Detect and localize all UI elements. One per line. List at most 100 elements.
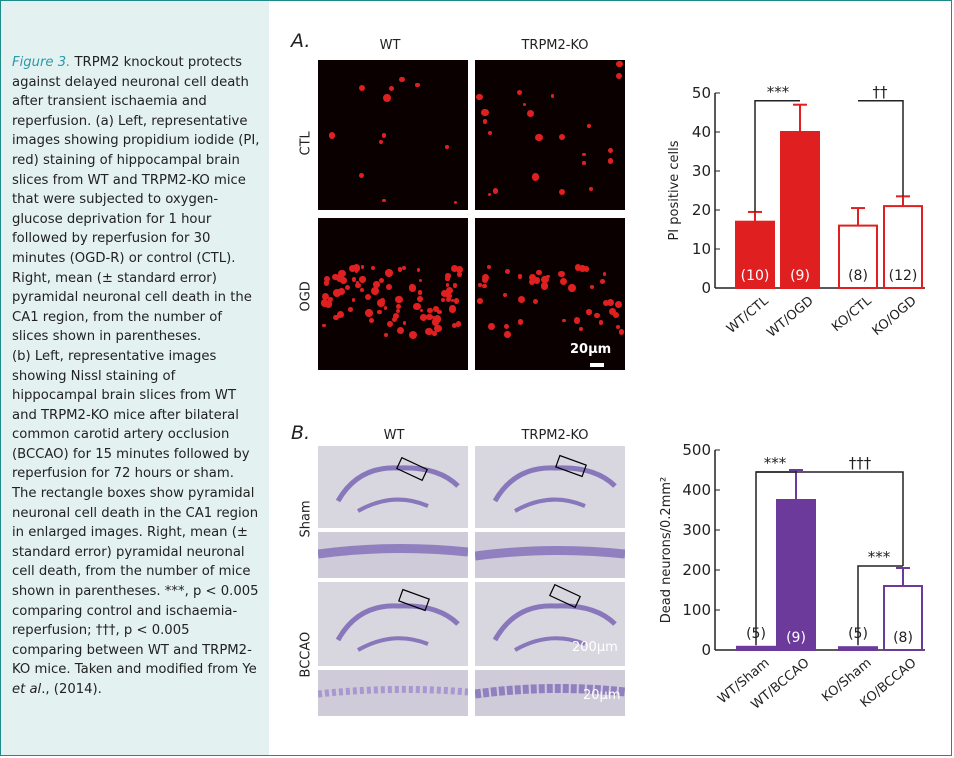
pi-nucleus [453, 283, 458, 288]
y-axis-label: Dead neurons/0.2mm² [659, 477, 674, 623]
pi-nucleus [602, 271, 607, 276]
pi-nucleus [476, 94, 483, 101]
nissl-enlarged-wt-sham [318, 532, 468, 578]
pi-nucleus [445, 273, 451, 279]
pi-nucleus [558, 188, 566, 196]
pi-nucleus [434, 324, 442, 333]
significance-label: *** [764, 454, 787, 472]
pi-image-wt-ogd [318, 218, 468, 370]
pi-nucleus [397, 326, 405, 334]
pi-nucleus [477, 297, 483, 304]
nissl-image-wt-sham [318, 446, 468, 528]
pi-image-ko-ctl [475, 60, 625, 210]
significance-label: *** [767, 83, 790, 101]
pi-nucleus [602, 299, 609, 306]
figure-caption: Figure 3. TRPM2 knockout protects agains… [12, 53, 262, 700]
pi-nucleus [397, 266, 403, 272]
pi-nucleus [613, 311, 619, 318]
pi-nucleus [456, 266, 464, 274]
pi-nucleus [481, 108, 489, 117]
pi-nucleus [377, 309, 382, 315]
y-tick-label: 10 [692, 240, 711, 258]
x-tick-label: KO/CTL [829, 293, 875, 335]
pi-nucleus [365, 308, 374, 317]
nissl-scale-bar-large: 200µm [572, 640, 618, 655]
pi-nucleus [517, 89, 523, 95]
sample-size-label: (9) [786, 630, 806, 646]
pi-nucleus [487, 265, 492, 270]
panel-a-col-wt: WT [379, 38, 401, 53]
pi-nucleus [562, 318, 566, 323]
pi-nucleus [587, 124, 591, 128]
pi-nucleus [378, 277, 384, 284]
pi-nucleus [454, 200, 458, 204]
pi-nucleus [360, 265, 365, 269]
pi-nucleus [378, 139, 383, 144]
pi-nucleus [487, 192, 492, 197]
pi-nucleus [395, 295, 403, 304]
pi-nucleus [383, 332, 388, 337]
pi-nucleus [373, 281, 380, 288]
panel-a-col-ko: TRPM2-KO [521, 38, 589, 53]
pi-nucleus [427, 307, 433, 314]
pi-nucleus [528, 279, 535, 286]
significance-bracket [756, 471, 904, 566]
pi-image-ko-ogd: 20µm [475, 218, 625, 370]
y-tick-label: 20 [692, 201, 711, 219]
pi-nucleus [441, 289, 449, 297]
pi-nucleus [607, 157, 614, 164]
panel-b-col-ko: TRPM2-KO [521, 428, 589, 443]
pi-nucleus [449, 305, 457, 313]
pi-nucleus [615, 325, 621, 330]
sample-size-label: (8) [893, 630, 913, 646]
pi-nucleus [526, 110, 534, 118]
pi-nucleus [348, 264, 356, 272]
pi-nucleus [359, 288, 364, 292]
pi-nucleus [382, 198, 386, 203]
pi-nucleus [517, 274, 523, 279]
pi-nucleus [387, 321, 394, 328]
pi-nucleus [573, 316, 581, 324]
pi-nucleus [504, 269, 510, 274]
hippocampus-drawing [492, 454, 617, 513]
pi-nucleus [408, 330, 417, 339]
pi-nucleus [594, 312, 601, 319]
pi-nucleus [415, 82, 420, 88]
pi-nucleus [332, 274, 339, 281]
y-tick-label: 300 [682, 521, 711, 539]
pi-nucleus [451, 322, 458, 329]
pi-nucleus [392, 316, 398, 322]
pi-nucleus [477, 282, 483, 288]
significance-label: ††† [849, 454, 872, 472]
bar [883, 585, 923, 651]
pi-nucleus [382, 93, 391, 102]
pi-nucleus [402, 321, 407, 325]
pi-nucleus [329, 132, 336, 139]
pi-nucleus [432, 331, 437, 336]
pi-nucleus [324, 300, 333, 308]
pi-nucleus [320, 299, 328, 307]
pi-nucleus [503, 292, 507, 297]
pi-nucleus [388, 85, 395, 92]
pi-nucleus [356, 280, 360, 284]
y-tick-label: 0 [701, 279, 711, 297]
y-tick-label: 50 [692, 84, 711, 102]
caption-text-end: ., (2014). [41, 682, 102, 697]
pi-nucleus [574, 264, 582, 271]
sample-size-label: (12) [889, 268, 918, 284]
pi-nucleus [352, 277, 357, 282]
pi-nucleus [560, 278, 568, 286]
panel-b-col-wt: WT [383, 428, 405, 443]
pi-nucleus [550, 94, 555, 98]
pi-nucleus [352, 263, 361, 272]
nissl-scale-bar-small: 20µm [583, 688, 620, 703]
pi-nucleus [418, 279, 422, 283]
pi-nucleus [504, 330, 512, 338]
pi-nucleus [395, 308, 401, 314]
pi-nucleus [558, 134, 565, 141]
pi-nucleus [583, 266, 590, 272]
pi-nucleus [606, 298, 614, 306]
significance-label: †† [873, 83, 889, 101]
pi-nucleus [386, 283, 393, 290]
pi-nucleus [425, 328, 433, 336]
